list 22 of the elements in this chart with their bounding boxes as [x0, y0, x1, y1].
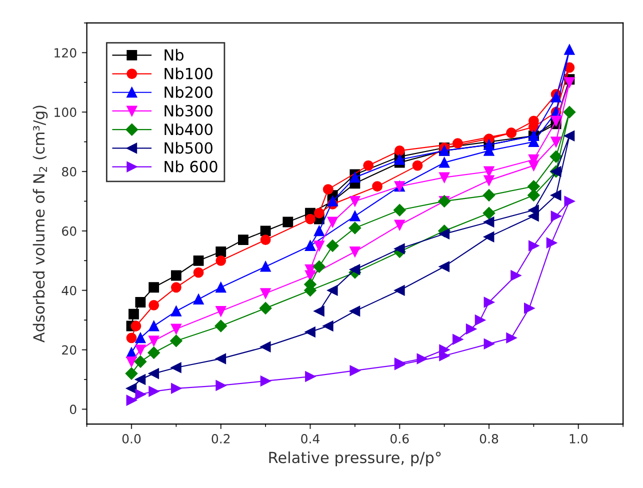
- legend-label: Nb200: [164, 86, 212, 98]
- legend-label: Nb: [164, 48, 184, 61]
- y-tick-label: 20: [62, 345, 76, 355]
- x-tick-label: 0.2: [212, 434, 230, 444]
- y-tick-label: 40: [62, 286, 76, 296]
- legend-label: Nb500: [164, 142, 212, 154]
- y-tick-label: 0: [70, 404, 76, 414]
- y-tick-label: 60: [62, 226, 76, 236]
- y-tick-label: 120: [54, 48, 76, 58]
- x-tick-label: 0.4: [301, 434, 320, 444]
- y-tick-label: 80: [62, 166, 76, 176]
- y-axis-title: Adsorbed volume of N$_{2}$ (cm³/g): [32, 106, 48, 343]
- y-tick-label: 100: [54, 108, 76, 118]
- x-axis-title: Relative pressure, p/p°: [269, 451, 441, 466]
- x-tick-label: 1.0: [570, 434, 588, 444]
- legend-label: Nb100: [164, 68, 212, 80]
- x-tick-label: 0.8: [480, 434, 498, 444]
- legend-label: Nb 600: [164, 160, 218, 172]
- x-tick-label: 0.6: [390, 434, 409, 444]
- legend-label: Nb300: [164, 104, 212, 117]
- legend-label: Nb400: [164, 123, 212, 136]
- x-tick-label: 0.0: [122, 434, 141, 444]
